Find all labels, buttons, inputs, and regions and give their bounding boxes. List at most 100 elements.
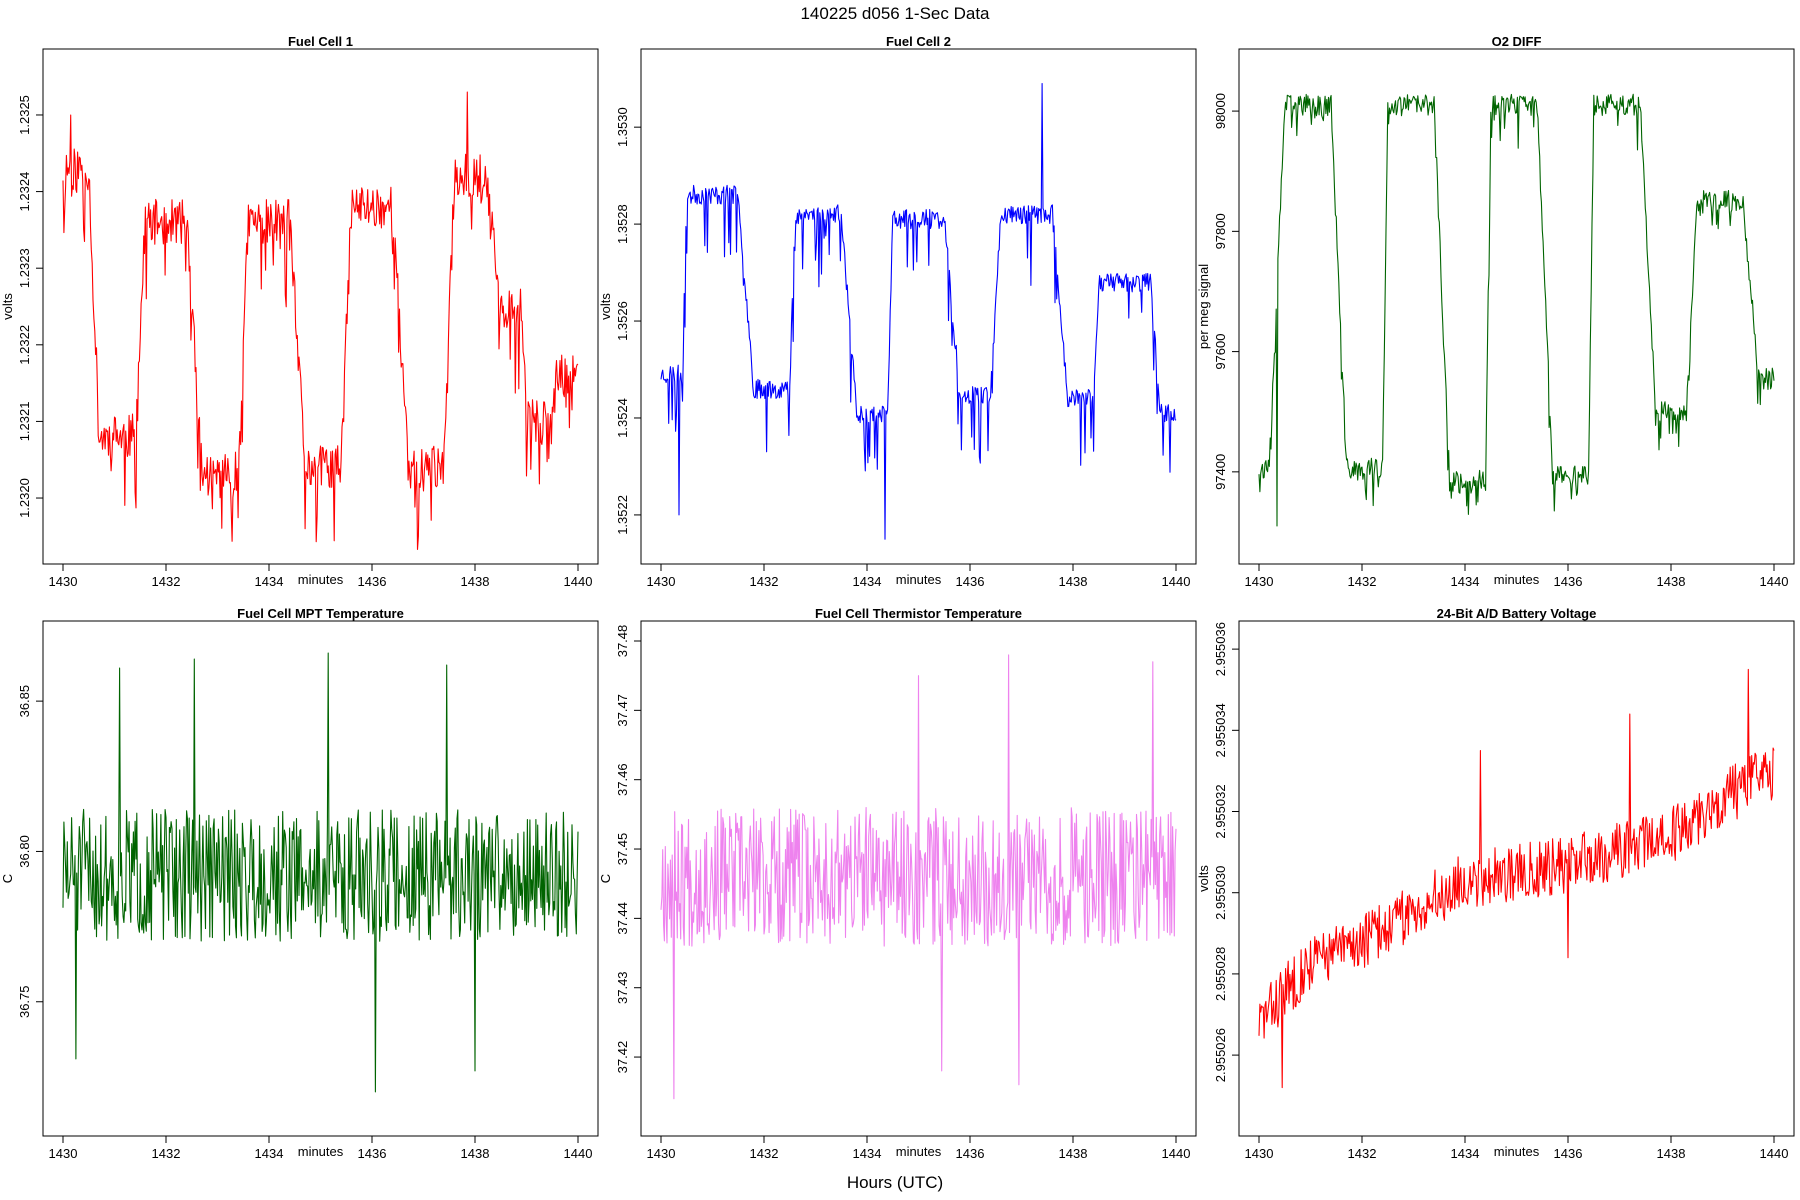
- x-tick-label: 1436: [1554, 1146, 1583, 1161]
- y-axis: 1.3522 1.3524 1.3526 1.3528 1.3530 volts: [598, 107, 642, 535]
- series-line: [1258, 93, 1775, 527]
- chart-panel-4: Fuel Cell MPT Temperature 1430 1432 1434 143…: [0, 606, 599, 1161]
- y-tick-label: 1.3524: [615, 398, 630, 438]
- x-tick-label: 1438: [1059, 574, 1088, 589]
- x-axis: 1430 1432 1434 1436 1438 1440 minutes: [1245, 563, 1788, 589]
- x-tick-label: 1434: [853, 574, 882, 589]
- y-tick-label: 37.44: [615, 902, 630, 935]
- y-tick-label: 1.2325: [17, 95, 32, 135]
- x-tick-label: 1430: [647, 1146, 676, 1161]
- plot-frame: [640, 48, 1197, 565]
- panels: Fuel Cell 1 1430 1432 1434 1436 1438 1440 minut…: [0, 34, 1795, 1161]
- x-tick-label: 1440: [1162, 574, 1191, 589]
- x-axis-label: minutes: [1494, 1144, 1540, 1159]
- x-axis-label: minutes: [1494, 572, 1540, 587]
- x-axis-label: minutes: [298, 1144, 344, 1159]
- y-tick-label: 2.955028: [1213, 947, 1228, 1001]
- x-axis-label: minutes: [298, 572, 344, 587]
- y-axis: 37.42 37.43 37.44 37.45 37.46 37.47 37.48 C: [598, 625, 642, 1074]
- x-tick-label: 1432: [750, 574, 779, 589]
- chart-title: Fuel Cell 2: [886, 34, 951, 49]
- series-line: [660, 82, 1177, 540]
- chart-title: Fuel Cell MPT Temperature: [237, 606, 404, 621]
- x-tick-label: 1432: [750, 1146, 779, 1161]
- x-axis: 1430 1432 1434 1436 1438 1440 minutes: [647, 563, 1191, 589]
- series-line: [62, 652, 579, 1093]
- series-line: [660, 654, 1177, 1100]
- plot-frame: [1238, 48, 1795, 565]
- chart-panel-1: Fuel Cell 1 1430 1432 1434 1436 1438 1440 minut…: [0, 34, 599, 589]
- y-axis: 97400 97600 97800 98000 per meg signal: [1196, 93, 1240, 490]
- y-axis-label: per meg signal: [1196, 264, 1211, 349]
- x-axis: 1430 1432 1434 1436 1438 1440 minutes: [49, 563, 593, 589]
- y-tick-label: 37.43: [615, 971, 630, 1004]
- chart-panel-3: O2 DIFF 1430 1432 1434 1436 1438 1440 minutes 97…: [1196, 34, 1795, 589]
- y-tick-label: 2.955026: [1213, 1028, 1228, 1082]
- x-tick-label: 1434: [255, 1146, 284, 1161]
- x-tick-label: 1430: [49, 1146, 78, 1161]
- y-tick-label: 1.3522: [615, 495, 630, 535]
- x-tick-label: 1438: [461, 1146, 490, 1161]
- x-tick-label: 1432: [152, 1146, 181, 1161]
- plot-frame: [42, 48, 599, 565]
- y-axis-label: volts: [1196, 865, 1211, 892]
- x-axis: 1430 1432 1434 1436 1438 1440 minutes: [49, 1135, 592, 1161]
- y-tick-label: 37.45: [615, 833, 630, 866]
- chart-title: O2 DIFF: [1492, 34, 1542, 49]
- y-tick-label: 98000: [1213, 93, 1228, 129]
- y-tick-label: 1.2323: [17, 248, 32, 288]
- x-tick-label: 1438: [1657, 1146, 1686, 1161]
- figure-title: 140225 d056 1-Sec Data: [800, 4, 990, 23]
- chart-title: Fuel Cell Thermistor Temperature: [815, 606, 1022, 621]
- chart-title: Fuel Cell 1: [288, 34, 353, 49]
- x-tick-label: 1436: [1554, 574, 1583, 589]
- y-tick-label: 1.2320: [17, 478, 32, 518]
- x-axis: 1430 1432 1434 1436 1438 1440 minutes: [1245, 1135, 1789, 1161]
- series-line: [1258, 668, 1775, 1089]
- y-tick-label: 2.955034: [1213, 703, 1228, 757]
- x-tick-label: 1434: [255, 574, 284, 589]
- y-axis: 36.75 36.80 36.85 C: [0, 685, 44, 1018]
- x-tick-label: 1436: [358, 1146, 387, 1161]
- y-tick-label: 1.3526: [615, 301, 630, 341]
- y-tick-label: 36.85: [17, 685, 32, 718]
- x-tick-label: 1432: [152, 574, 181, 589]
- x-tick-label: 1434: [1451, 574, 1480, 589]
- plot-frame: [1238, 620, 1795, 1137]
- x-tick-label: 1436: [358, 574, 387, 589]
- x-axis: 1430 1432 1434 1436 1438 1440 minutes: [647, 1135, 1191, 1161]
- y-axis: 1.2320 1.2321 1.2322 1.2323 1.2324 1.2325 volt…: [0, 95, 44, 518]
- y-axis-label: C: [0, 874, 15, 883]
- x-tick-label: 1430: [49, 574, 78, 589]
- y-tick-label: 97400: [1213, 454, 1228, 490]
- x-tick-label: 1434: [1451, 1146, 1480, 1161]
- x-tick-label: 1436: [956, 574, 985, 589]
- chart-panel-5: Fuel Cell Thermistor Temperature 1430 1432…: [598, 606, 1197, 1161]
- y-tick-label: 97800: [1213, 213, 1228, 249]
- y-tick-label: 97600: [1213, 334, 1228, 370]
- y-axis-label: volts: [598, 293, 613, 320]
- y-axis-label: volts: [0, 293, 15, 320]
- x-axis-label: minutes: [896, 1144, 942, 1159]
- y-axis: 2.955026 2.955028 2.955030 2.955032 2.955034…: [1196, 622, 1240, 1082]
- x-tick-label: 1440: [1760, 1146, 1789, 1161]
- y-axis-label: C: [598, 874, 613, 883]
- x-tick-label: 1438: [1059, 1146, 1088, 1161]
- chart-panel-2: Fuel Cell 2 1430 1432 1434 1436 1438 1440 minut…: [598, 34, 1197, 589]
- y-tick-label: 36.80: [17, 835, 32, 868]
- figure-footer: Hours (UTC): [847, 1173, 943, 1192]
- x-tick-label: 1438: [461, 574, 490, 589]
- y-tick-label: 37.46: [615, 763, 630, 796]
- y-tick-label: 1.3530: [615, 107, 630, 147]
- y-tick-label: 2.955030: [1213, 866, 1228, 920]
- x-tick-label: 1440: [564, 574, 593, 589]
- y-tick-label: 2.955032: [1213, 784, 1228, 838]
- chart-title: 24-Bit A/D Battery Voltage: [1437, 606, 1597, 621]
- x-tick-label: 1440: [1162, 1146, 1191, 1161]
- x-axis-label: minutes: [896, 572, 942, 587]
- y-tick-label: 1.2324: [17, 172, 32, 212]
- y-tick-label: 37.42: [615, 1041, 630, 1074]
- y-tick-label: 2.955036: [1213, 622, 1228, 676]
- y-tick-label: 37.47: [615, 694, 630, 727]
